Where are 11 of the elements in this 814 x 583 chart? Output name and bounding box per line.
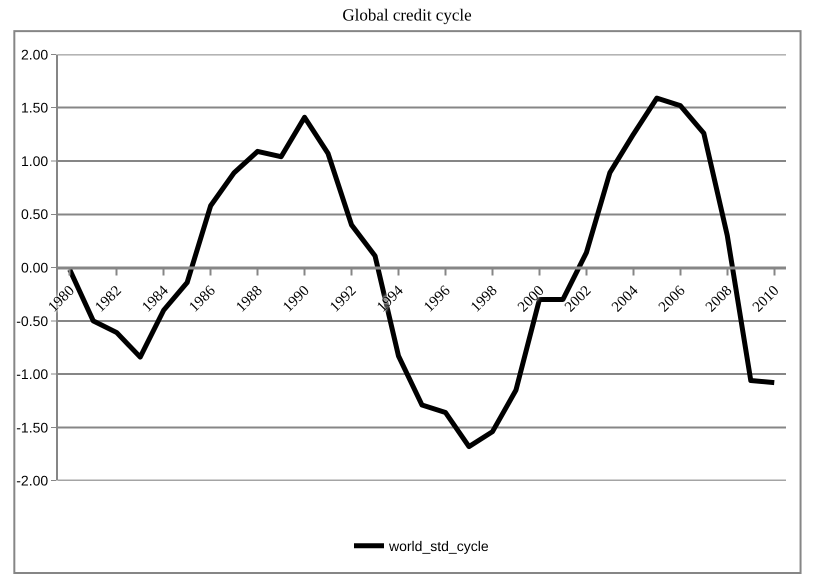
legend-label: world_std_cycle <box>388 538 489 554</box>
y-tick-label: -1.50 <box>16 419 48 436</box>
y-tick-label: 1.00 <box>20 152 48 169</box>
chart-title: Global credit cycle <box>342 6 472 25</box>
y-tick-label: 0.00 <box>20 259 48 276</box>
y-tick-label: -2.00 <box>16 472 48 489</box>
y-tick-label: 2.00 <box>20 46 48 62</box>
y-tick-label: 0.50 <box>20 206 48 222</box>
y-tick-label: 1.50 <box>20 100 48 116</box>
y-tick-label: -1.00 <box>16 366 48 382</box>
y-tick-label: -0.50 <box>16 312 48 329</box>
